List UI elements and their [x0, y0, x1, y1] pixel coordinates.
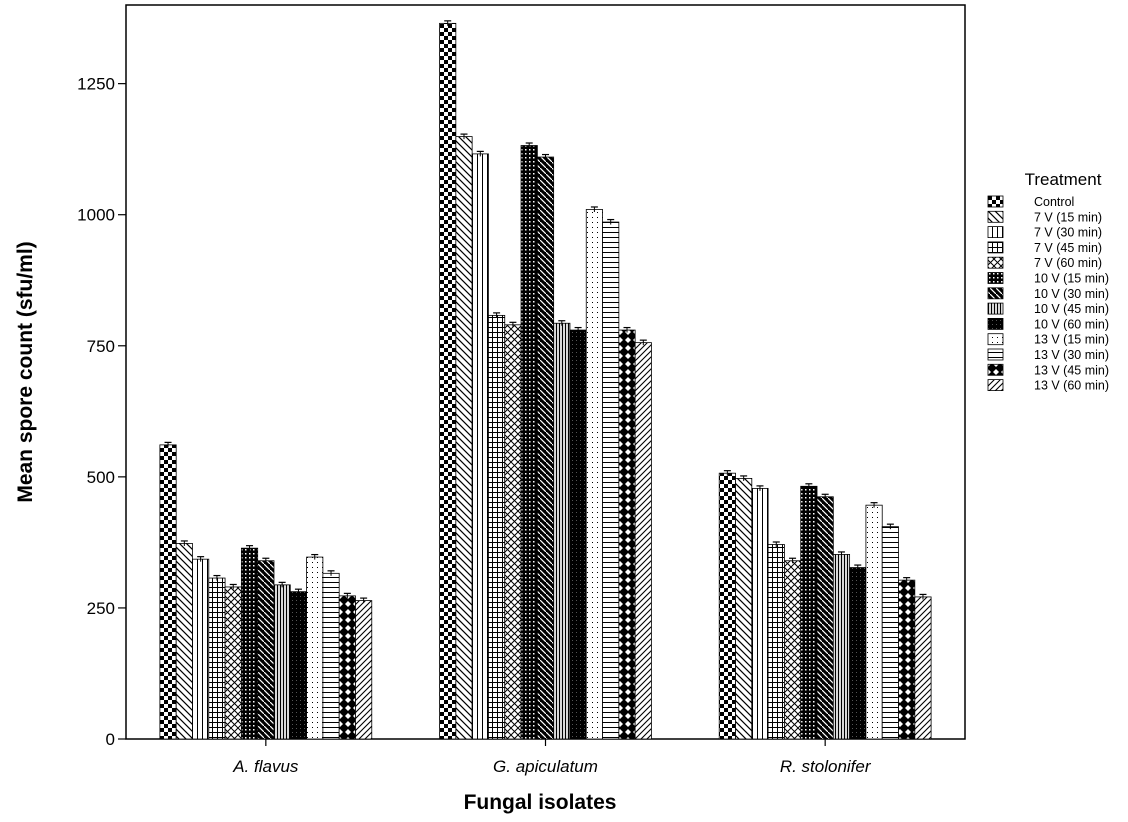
y-tick-label: 250 [87, 599, 115, 618]
x-axis: A. flavus G. apiculatum R. stolonifer [232, 739, 872, 776]
bar [520, 145, 538, 740]
bar [306, 556, 324, 740]
bar [439, 22, 457, 740]
y-tick-label: 1000 [77, 206, 115, 225]
bar [569, 329, 587, 740]
y-axis-title: Mean spore count (sfu/ml) [14, 241, 37, 502]
legend-swatch [987, 348, 1004, 361]
legend-label: 10 V (30 min) [1034, 287, 1109, 301]
legend-title: Treatment [1025, 170, 1102, 189]
bar [898, 579, 916, 740]
bar [192, 558, 210, 740]
legend-label: 10 V (60 min) [1034, 317, 1109, 331]
bar [735, 478, 753, 740]
legend-swatch [987, 241, 1004, 254]
bar [240, 547, 259, 740]
bar [224, 586, 242, 740]
legend-label: 10 V (45 min) [1034, 302, 1109, 316]
bar [488, 314, 506, 740]
bar [257, 560, 275, 740]
bar [767, 544, 785, 740]
bar [455, 136, 473, 740]
bar [849, 567, 867, 740]
bar [208, 577, 226, 740]
bar [585, 209, 603, 740]
legend-label: 7 V (45 min) [1034, 241, 1102, 255]
bar [159, 444, 177, 740]
legend-swatch [987, 256, 1004, 269]
bar [355, 600, 373, 740]
legend-label: 7 V (15 min) [1034, 210, 1102, 224]
legend-swatch [987, 363, 1004, 376]
bar [273, 584, 291, 740]
bar [322, 572, 340, 740]
x-tick-label: G. apiculatum [493, 757, 598, 776]
legend-swatch [987, 333, 1004, 346]
legend-label: 7 V (60 min) [1034, 256, 1102, 270]
bar [504, 324, 522, 740]
bar [800, 485, 818, 740]
legend-label: 13 V (60 min) [1034, 379, 1109, 393]
y-tick-label: 0 [106, 730, 115, 749]
bars [159, 20, 932, 740]
bar [784, 560, 802, 740]
y-tick-label: 750 [87, 337, 115, 356]
x-axis-title: Fungal isolates [464, 791, 617, 814]
legend-label: 7 V (30 min) [1034, 226, 1102, 240]
legend-swatch [987, 287, 1004, 300]
bar [553, 322, 571, 740]
bar [289, 591, 307, 740]
legend-swatch [987, 302, 1004, 315]
bar [618, 329, 636, 740]
x-tick-label: A. flavus [232, 757, 299, 776]
x-tick-label: R. stolonifer [780, 757, 872, 776]
bar [914, 596, 932, 740]
bar [175, 543, 193, 740]
bar [718, 472, 736, 740]
bar [634, 342, 652, 740]
y-tick-label: 1250 [77, 75, 115, 94]
bar [338, 595, 356, 740]
legend-swatch [987, 210, 1004, 223]
legend-swatch [987, 226, 1004, 239]
legend-label: 10 V (15 min) [1034, 272, 1109, 286]
bar [832, 554, 851, 740]
bar [751, 487, 769, 740]
legend-label: 13 V (30 min) [1034, 348, 1109, 362]
legend-label: Control [1034, 195, 1074, 209]
bar [881, 526, 899, 740]
bar [865, 504, 883, 740]
bar [602, 221, 620, 740]
bar [536, 156, 555, 740]
y-axis: 0 250 500 750 1000 1250 [77, 75, 126, 749]
legend-swatch [987, 379, 1004, 392]
legend-swatch [987, 195, 1004, 208]
legend-label: 13 V (15 min) [1034, 333, 1109, 347]
bar [816, 496, 834, 740]
legend-label: 13 V (45 min) [1034, 363, 1109, 377]
legend-swatch [987, 272, 1004, 284]
legend-swatch [987, 317, 1004, 330]
bar [471, 153, 489, 740]
y-tick-label: 500 [87, 468, 115, 487]
